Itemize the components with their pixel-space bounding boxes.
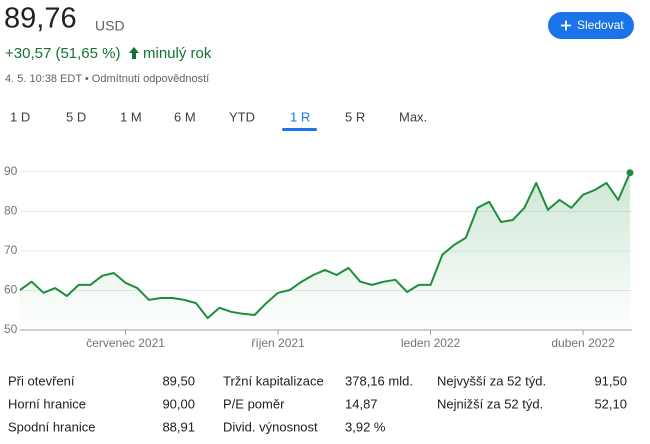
stat-label: Tržní kapitalizace: [223, 373, 324, 388]
tab[interactable]: 1 D: [10, 109, 30, 124]
price-line: [19, 172, 631, 320]
tab[interactable]: 1 M: [120, 109, 142, 124]
stat-label: Horní hranice: [8, 396, 86, 411]
stat-label: P/E poměr: [223, 396, 285, 411]
y-tick-label: 60: [4, 283, 18, 297]
stat-label: Nejvyšší za 52 týd.: [437, 373, 546, 388]
last-point: [626, 169, 634, 177]
tab[interactable]: 5 D: [66, 109, 86, 124]
stat-value: 89,50: [162, 373, 195, 388]
stat-label: Spodní hranice: [8, 419, 95, 434]
price: 89,76: [4, 3, 77, 35]
up-arrow: [129, 47, 139, 59]
tab[interactable]: 6 M: [174, 109, 196, 124]
area: [20, 172, 630, 330]
stat-label: Při otevření: [8, 373, 75, 388]
stat-label: Nejnižší za 52 týd.: [437, 396, 543, 411]
x-tick-label: duben 2022: [551, 336, 615, 350]
stat-value: 88,91: [162, 419, 195, 434]
stat-value: 90,00: [162, 396, 195, 411]
y-tick-label: 50: [4, 322, 18, 336]
stat-label: Divid. výnosnost: [223, 419, 318, 434]
y-tick-label: 70: [4, 243, 18, 257]
tab[interactable]: Max.: [399, 109, 427, 124]
tab[interactable]: 1 R: [290, 109, 310, 124]
x-tick-label: říjen 2021: [251, 336, 305, 350]
x-tick-label: červenec 2021: [86, 336, 165, 350]
stat-value: 378,16 mld.: [345, 373, 413, 388]
y-tick-label: 80: [4, 204, 18, 218]
stat-value: 14,87: [345, 396, 378, 411]
period: minulý rok: [143, 45, 212, 62]
tab[interactable]: YTD: [229, 109, 255, 124]
stat-value: 52,10: [594, 396, 627, 411]
tab-underline: [282, 128, 317, 131]
change: +30,57 (51,65 %): [5, 45, 121, 62]
plus-icon: [561, 20, 571, 31]
y-tick-label: 90: [4, 164, 18, 178]
tab[interactable]: 5 R: [345, 109, 365, 124]
follow-label[interactable]: Sledovat: [577, 18, 624, 32]
timestamp: 4. 5. 10:38 EDT • Odmítnutí odpovědností: [5, 73, 209, 85]
stat-value: 3,92 %: [345, 419, 386, 434]
x-tick-label: leden 2022: [401, 336, 461, 350]
currency: USD: [95, 18, 125, 34]
follow-button[interactable]: Sledovat: [548, 12, 634, 39]
stat-value: 91,50: [594, 373, 627, 388]
follow-button-bg[interactable]: [548, 12, 634, 39]
